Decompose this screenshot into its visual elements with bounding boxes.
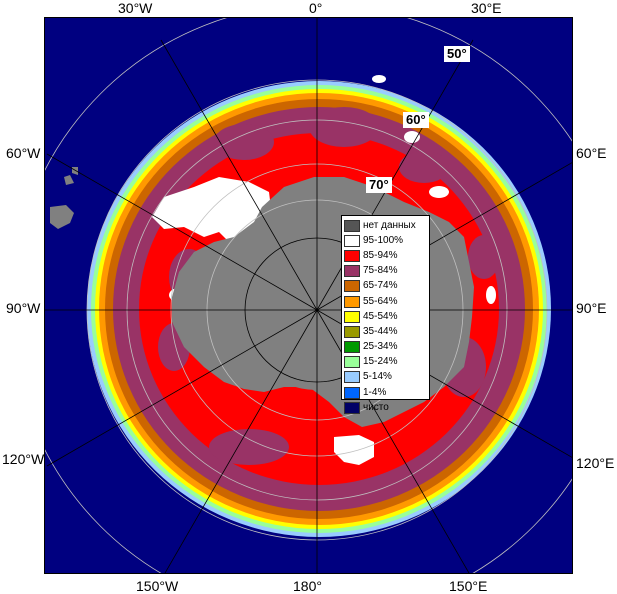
legend-swatch <box>344 219 360 232</box>
legend-item: 55-64% <box>344 294 429 309</box>
south-america-land <box>50 167 78 229</box>
legend-swatch <box>344 401 360 414</box>
legend-label: 15-24% <box>363 356 398 368</box>
lat-label-60: 60° <box>403 112 429 128</box>
lon-label-120w: 120°W <box>2 451 45 467</box>
legend-label: 55-64% <box>363 295 398 307</box>
legend-label: 35-44% <box>363 325 398 337</box>
map-border <box>44 17 573 574</box>
legend-label: 85-94% <box>363 249 398 261</box>
ice-patch-75-84 <box>468 235 500 279</box>
lon-label-150e: 150°E <box>449 578 488 594</box>
legend-label: 5-14% <box>363 371 392 383</box>
lon-label-150w: 150°W <box>136 578 179 594</box>
legend-swatch <box>344 265 360 278</box>
lon-label-60w: 60°W <box>6 145 41 161</box>
ice-95-100-weddell <box>152 177 272 242</box>
ice-patch-75-84 <box>399 151 449 183</box>
lon-label-90e: 90°E <box>576 300 607 316</box>
legend-item: 15-24% <box>344 355 429 370</box>
legend-item: 35-44% <box>344 324 429 339</box>
ice-patch-75-84 <box>209 429 289 465</box>
ice-95-100-ross <box>334 435 374 465</box>
legend-item: 85-94% <box>344 248 429 263</box>
legend: нет данных 95-100% 85-94% 75-84% 65-74% 55-64… <box>341 215 430 414</box>
legend-swatch <box>344 234 360 247</box>
ice-patch-75-84 <box>214 124 274 160</box>
legend-label: 95-100% <box>363 234 404 246</box>
legend-item: 75-84% <box>344 264 429 279</box>
legend-swatch <box>344 371 360 384</box>
lon-label-30e: 30°E <box>471 0 502 16</box>
legend-label: 45-54% <box>363 310 398 322</box>
legend-item: чисто <box>344 400 429 415</box>
sea-ice-map <box>44 17 573 574</box>
legend-item: 5-14% <box>344 370 429 385</box>
legend-item: 45-54% <box>344 309 429 324</box>
ice-95-100-patch <box>486 286 496 304</box>
legend-item: 95-100% <box>344 233 429 248</box>
legend-item: 25-34% <box>344 340 429 355</box>
legend-swatch <box>344 310 360 323</box>
legend-label: чисто <box>363 401 389 413</box>
legend-swatch <box>344 341 360 354</box>
lon-label-0: 0° <box>309 0 323 16</box>
ice-95-100-patch <box>429 186 449 198</box>
map-frame <box>44 17 573 574</box>
legend-item: нет данных <box>344 218 429 233</box>
ice-patch-75-84 <box>309 107 379 147</box>
legend-label: 25-34% <box>363 341 398 353</box>
legend-label: 65-74% <box>363 280 398 292</box>
legend-swatch <box>344 249 360 262</box>
legend-label: 1-4% <box>363 386 387 398</box>
lon-label-30w: 30°W <box>118 0 153 16</box>
legend-swatch <box>344 386 360 399</box>
lon-label-60e: 60°E <box>576 145 607 161</box>
legend-label: 75-84% <box>363 265 398 277</box>
legend-label: нет данных <box>363 219 416 231</box>
lon-label-90w: 90°W <box>6 300 41 316</box>
legend-swatch <box>344 280 360 293</box>
lat-label-70: 70° <box>366 177 392 193</box>
meridian-lines <box>44 17 573 574</box>
lon-label-120e: 120°E <box>576 455 615 471</box>
legend-item: 65-74% <box>344 279 429 294</box>
legend-swatch <box>344 325 360 338</box>
legend-swatch <box>344 295 360 308</box>
lon-label-180: 180° <box>293 578 322 594</box>
legend-swatch <box>344 356 360 369</box>
ice-95-100-patch <box>404 131 420 143</box>
ice-95-100-patch <box>372 75 386 83</box>
legend-item: 1-4% <box>344 385 429 400</box>
lat-label-50: 50° <box>444 46 470 62</box>
